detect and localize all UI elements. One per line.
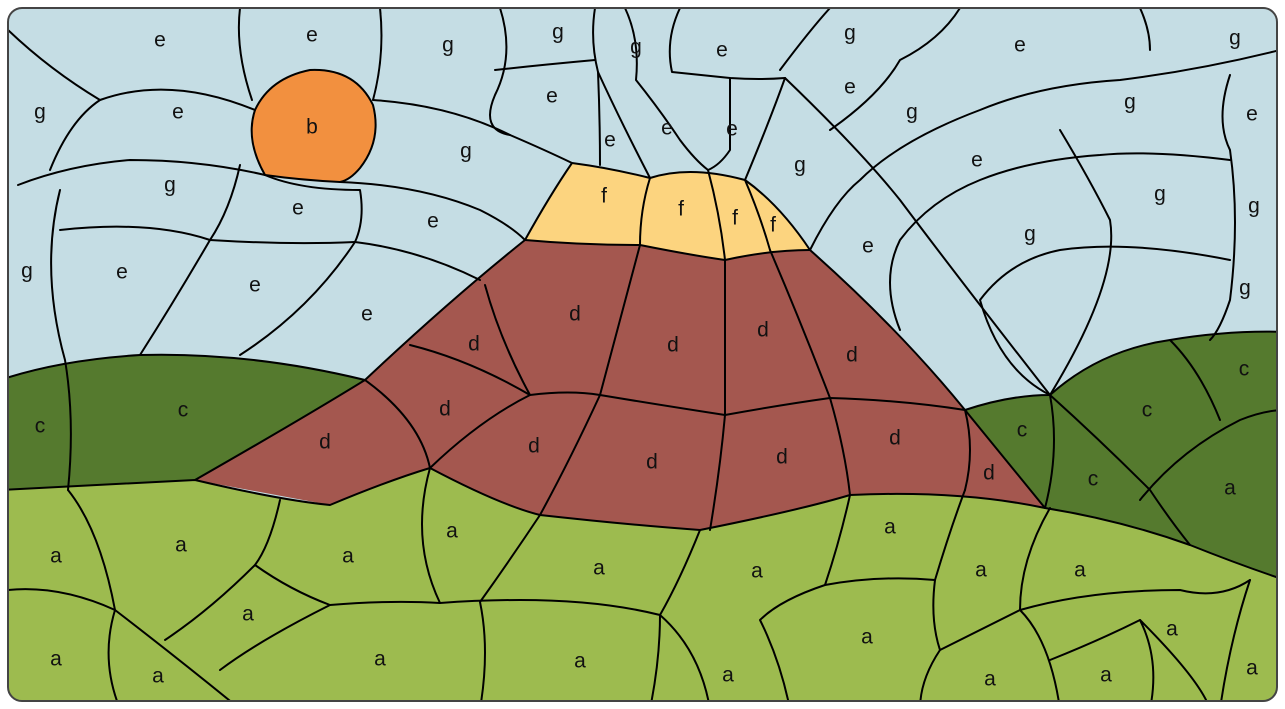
left-hill-region [8, 354, 365, 490]
page-frame [7, 7, 1278, 702]
region-labels: e e g g g e g e g g e b e g e e e e g g … [21, 21, 1260, 691]
mountain-label: d [846, 344, 858, 367]
sky-label: g [1239, 277, 1251, 300]
sky-label: g [794, 154, 806, 177]
summit-label: f [678, 198, 684, 221]
sky-label: g [906, 101, 918, 124]
sky-label: e [661, 117, 673, 140]
hill-label: c [178, 399, 189, 422]
meadow-label: a [751, 560, 763, 583]
meadow-label: a [242, 603, 254, 626]
meadow-label: a [574, 650, 586, 673]
sun-label: b [306, 116, 318, 139]
sky-label: g [844, 22, 856, 45]
meadow-label: a [861, 626, 873, 649]
hill-label: c [1239, 358, 1250, 381]
meadow-label: a [722, 664, 734, 687]
sky-label: e [1014, 34, 1026, 57]
meadow-label: a [374, 648, 386, 671]
sky-label: e [844, 76, 856, 99]
sky-label: e [172, 101, 184, 124]
sky-label: g [1024, 223, 1036, 246]
mountain-label: d [439, 398, 451, 421]
mountain-region [195, 240, 1045, 530]
sky-label: g [1248, 195, 1260, 218]
hill-label: c [1142, 399, 1153, 422]
sky-label: e [154, 29, 166, 52]
sky-label: e [427, 210, 439, 233]
hill-label: c [35, 415, 46, 438]
meadow-label: a [1074, 559, 1086, 582]
summit-label: f [601, 185, 607, 208]
sky-label: e [1246, 103, 1258, 126]
meadow-label: a [50, 648, 62, 671]
sky-label: e [716, 39, 728, 62]
sky-label: e [306, 24, 318, 47]
sky-label: e [292, 197, 304, 220]
sky-label: e [604, 129, 616, 152]
meadow-label: a [446, 520, 458, 543]
sky-label: e [546, 85, 558, 108]
meadow-label: a [1100, 664, 1112, 687]
meadow-label: a [593, 557, 605, 580]
sky-label: e [116, 261, 128, 284]
sun-region [251, 69, 376, 182]
hill-label: c [1017, 419, 1028, 442]
sky-label: e [726, 118, 738, 141]
region-outlines [8, 8, 1277, 701]
sky-label: g [1154, 183, 1166, 206]
sky-label: g [460, 140, 472, 163]
mountain-label: d [776, 446, 788, 469]
meadow-label: a [1166, 618, 1178, 641]
sky-label: e [862, 235, 874, 258]
meadow-region [8, 468, 1277, 701]
sky-label: e [249, 274, 261, 297]
sky-label: g [442, 34, 454, 57]
mountain-label: d [889, 427, 901, 450]
sky-label: g [552, 21, 564, 44]
mountain-label: d [983, 462, 995, 485]
sky-label: g [630, 36, 642, 59]
meadow-label: a [175, 534, 187, 557]
meadow-label: a [984, 668, 996, 691]
sky-label: g [1124, 91, 1136, 114]
meadow-label: a [884, 516, 896, 539]
mountain-label: d [468, 333, 480, 356]
sky-label: g [21, 260, 33, 283]
mountain-label: d [646, 451, 658, 474]
summit-label: f [732, 207, 738, 230]
mountain-label: d [319, 431, 331, 454]
summit-region [525, 163, 810, 260]
meadow-label: a [1224, 477, 1236, 500]
hill-label: c [1088, 468, 1099, 491]
mountain-label: d [569, 303, 581, 326]
mountain-label: d [667, 334, 679, 357]
sky-label: g [164, 174, 176, 197]
meadow-label: a [50, 545, 62, 568]
meadow-label: a [975, 559, 987, 582]
meadow-label: a [152, 665, 164, 688]
meadow-label: a [1246, 657, 1258, 680]
meadow-label: a [342, 545, 354, 568]
sky-label: g [34, 101, 46, 124]
mountain-label: d [757, 319, 769, 342]
sky-label: e [361, 303, 373, 326]
mountain-label: d [528, 435, 540, 458]
sky-label: e [971, 149, 983, 172]
sky-label: g [1229, 27, 1241, 50]
summit-label: f [770, 214, 776, 237]
